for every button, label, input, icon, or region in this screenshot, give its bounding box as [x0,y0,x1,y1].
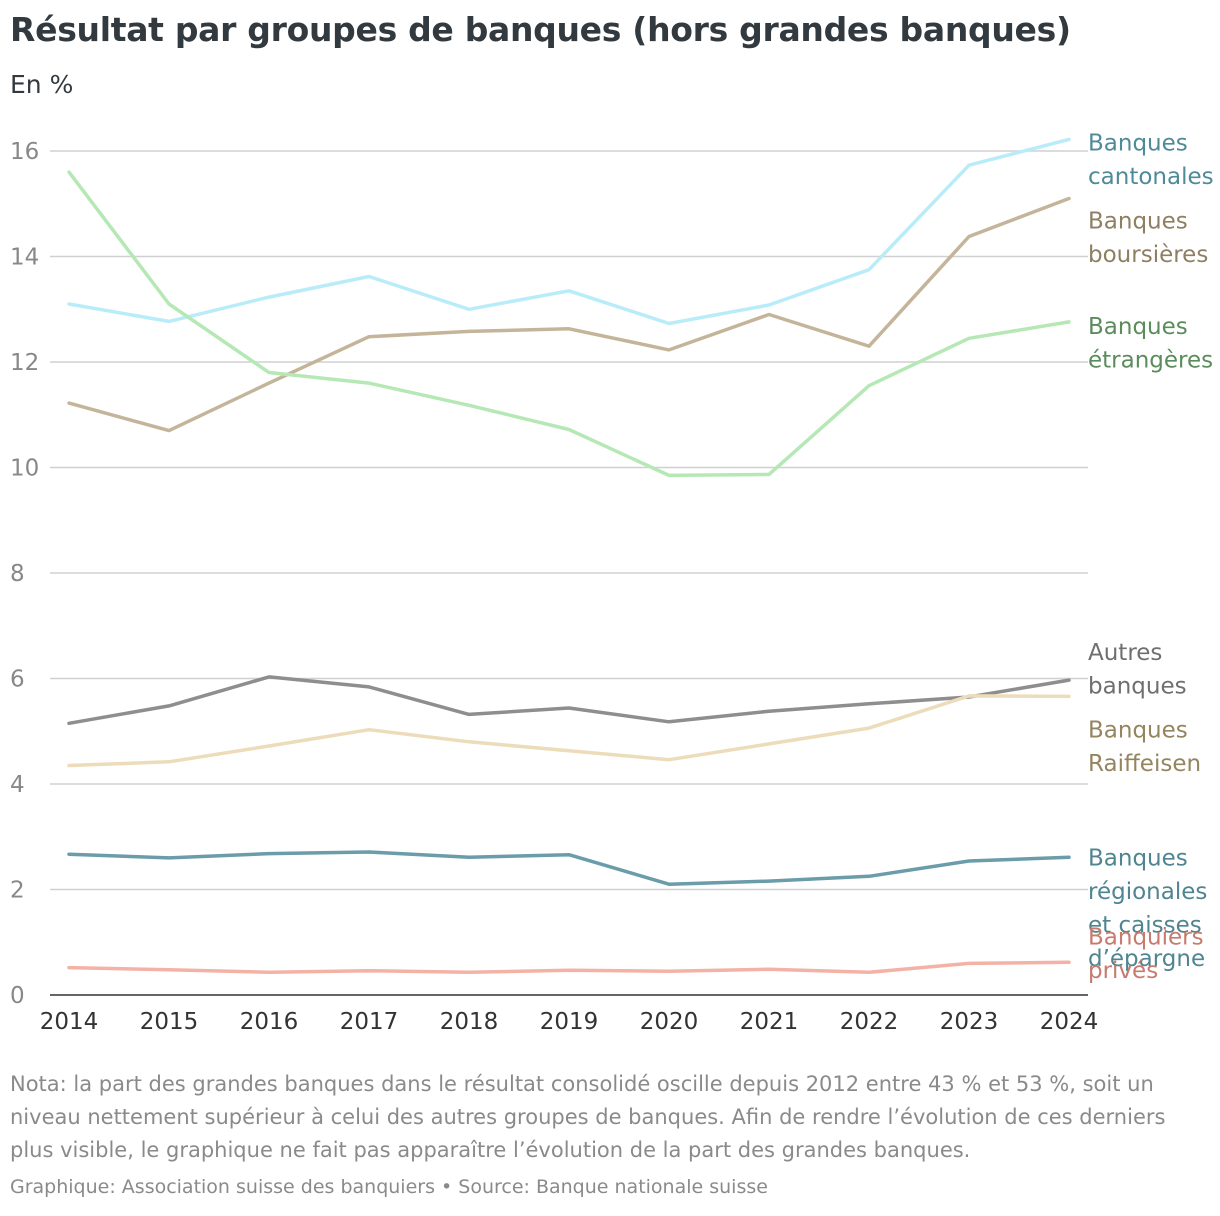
chart-note: Nota: la part des grandes banques dans l… [10,1072,1166,1162]
series-label-0: Banques [1088,130,1188,156]
x-axis-ticks: 2014 2015 2016 2017 2018 2019 2020 2021 2022 2023… [40,1009,1099,1035]
y-tick-label: 4 [10,772,25,798]
x-tick-label: 2014 [40,1009,99,1035]
series-label-2: Banques [1088,314,1188,340]
x-tick-label: 2023 [940,1009,999,1035]
x-tick-label: 2018 [440,1009,499,1035]
x-tick-label: 2015 [140,1009,199,1035]
y-tick-label: 10 [10,456,39,482]
y-tick-label: 2 [10,878,25,904]
y-unit-label: En % [10,70,74,99]
series-label-4: Raiffeisen [1088,751,1201,777]
x-tick-label: 2019 [540,1009,599,1035]
series-line-3 [67,675,1071,726]
series-label-5: régionales [1088,879,1207,905]
y-tick-label: 16 [10,139,39,165]
series-line-6 [67,960,1071,975]
y-tick-label: 0 [10,983,25,1009]
x-tick-label: 2016 [240,1009,299,1035]
series-line-5 [67,850,1071,886]
series-label-6: Banquiers [1088,924,1204,950]
series-label-1: boursières [1088,242,1208,268]
series-labels: Banques cantonales Banques boursières Banque… [1088,130,1214,983]
x-tick-label: 2020 [640,1009,699,1035]
y-tick-label: 14 [10,245,39,271]
x-tick-label: 2022 [840,1009,899,1035]
x-tick-label: 2021 [740,1009,799,1035]
series-line-1 [67,196,1071,433]
y-tick-label: 12 [10,350,39,376]
series-line-0 [67,137,1071,326]
y-tick-label: 8 [10,561,25,587]
series-line-4 [67,694,1071,768]
series-label-6: privés [1088,958,1158,984]
x-tick-label: 2017 [340,1009,399,1035]
series-label-1: Banques [1088,208,1188,234]
series-label-3: banques [1088,674,1187,700]
series-lines [67,137,1071,975]
x-tick-label: 2024 [1040,1009,1099,1035]
y-axis-ticks: 0 2 4 6 8 10 12 14 16 [10,139,39,1009]
series-label-5: et caisses [1088,912,1202,938]
series-label-3: Autres [1088,640,1162,666]
series-label-4: Banques [1088,717,1188,743]
series-label-0: cantonales [1088,164,1214,190]
chart-title: Résultat par groupes de banques (hors gr… [10,10,1071,49]
series-label-2: étrangères [1088,347,1213,373]
series-label-5: Banques [1088,845,1188,871]
chart-source: Graphique: Association suisse des banqui… [10,1176,768,1198]
series-line-2 [67,170,1071,478]
series-label-5: d’épargne [1088,946,1205,972]
y-tick-label: 6 [10,667,25,693]
